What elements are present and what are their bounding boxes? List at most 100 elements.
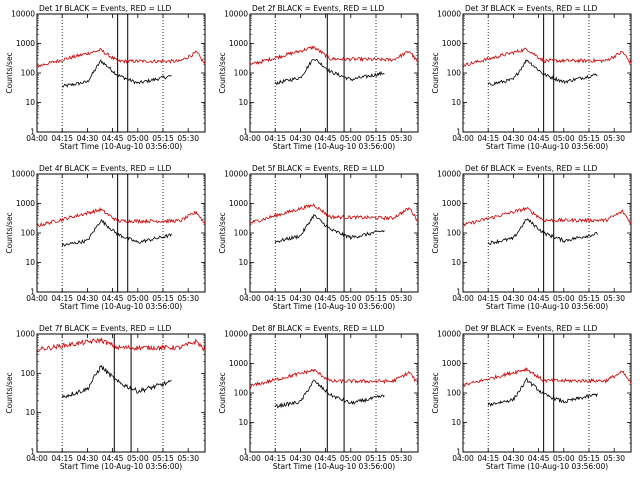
series-black-events	[61, 59, 172, 88]
y-axis-label: Counts/sec	[431, 372, 440, 413]
y-tick-label: 100	[447, 69, 462, 78]
y-tick-label: 100	[21, 69, 36, 78]
y-tick-label: 100	[447, 229, 462, 238]
x-tick-label: 05:00	[553, 134, 575, 143]
x-tick-label: 04:00	[239, 454, 261, 463]
y-tick-label: 1	[456, 448, 461, 457]
y-axis-label: Counts/sec	[431, 52, 440, 93]
series-red-lld	[249, 368, 419, 389]
x-tick-label: 04:00	[452, 134, 474, 143]
x-tick-label: 04:15	[264, 294, 286, 303]
y-tick-label: 10	[451, 98, 461, 107]
x-tick-label: 04:00	[26, 294, 48, 303]
x-tick-label: 04:15	[51, 294, 73, 303]
x-axis-label: Start Time (10-Aug-10 03:56:00)	[60, 142, 182, 151]
panel-title: Det 8f BLACK = Events, RED = LLD	[252, 324, 385, 333]
y-tick-label: 100	[234, 229, 249, 238]
panel-1: Det 1f BLACK = Events, RED = LLD 1 10 100 10…	[5, 4, 206, 151]
panel-title: Det 5f BLACK = Events, RED = LLD	[252, 164, 385, 173]
y-tick-label: 1	[456, 288, 461, 297]
y-axis-label: Counts/sec	[5, 212, 14, 253]
y-tick-label: 1000	[442, 359, 461, 368]
x-tick-label: 04:15	[51, 134, 73, 143]
x-tick-label: 05:15	[365, 134, 387, 143]
series-black-events	[274, 213, 385, 244]
x-tick-label: 04:00	[239, 134, 261, 143]
y-tick-label: 10	[451, 258, 461, 267]
x-tick-label: 04:45	[315, 294, 337, 303]
x-tick-label: 05:30	[390, 294, 412, 303]
x-tick-label: 04:00	[26, 134, 48, 143]
series-black-events	[274, 379, 385, 409]
x-tick-label: 04:30	[290, 454, 312, 463]
y-tick-label: 1000	[229, 199, 248, 208]
y-tick-label: 1000	[16, 199, 35, 208]
y-tick-label: 10000	[11, 170, 35, 179]
y-tick-label: 1	[30, 128, 35, 137]
x-tick-label: 04:30	[503, 294, 525, 303]
x-tick-label: 04:45	[528, 134, 550, 143]
y-axis-label: Counts/sec	[218, 212, 227, 253]
y-tick-label: 10000	[437, 330, 461, 339]
y-tick-label: 10000	[437, 10, 461, 19]
y-axis-label: Counts/sec	[5, 372, 14, 413]
x-tick-label: 05:15	[578, 294, 600, 303]
x-tick-label: 05:00	[340, 294, 362, 303]
x-tick-label: 05:00	[553, 294, 575, 303]
y-tick-label: 10	[451, 418, 461, 427]
x-tick-label: 04:30	[77, 454, 99, 463]
x-tick-label: 05:15	[152, 294, 174, 303]
y-tick-label: 10	[238, 258, 248, 267]
x-tick-label: 04:30	[503, 134, 525, 143]
x-tick-label: 04:00	[239, 294, 261, 303]
y-tick-label: 10000	[11, 10, 35, 19]
x-tick-label: 05:15	[365, 294, 387, 303]
x-axis-label: Start Time (10-Aug-10 03:56:00)	[486, 462, 608, 471]
x-tick-label: 05:30	[177, 454, 199, 463]
series-red-lld	[462, 206, 632, 227]
series-red-lld	[462, 47, 632, 68]
y-tick-label: 1	[30, 448, 35, 457]
panel-5: Det 5f BLACK = Events, RED = LLD 1 10 100 10…	[218, 164, 419, 311]
panel-title: Det 6f BLACK = Events, RED = LLD	[465, 164, 598, 173]
x-tick-label: 05:00	[127, 294, 149, 303]
x-tick-label: 05:30	[603, 134, 625, 143]
x-tick-label: 04:15	[477, 134, 499, 143]
series-black-events	[61, 364, 172, 399]
x-tick-label: 04:30	[290, 294, 312, 303]
series-red-lld	[36, 48, 206, 69]
x-tick-label: 04:15	[477, 454, 499, 463]
x-tick-label: 04:15	[264, 134, 286, 143]
y-tick-label: 100	[234, 389, 249, 398]
panel-3: Det 3f BLACK = Events, RED = LLD 1 10 100 10…	[431, 4, 632, 151]
series-black-events	[274, 59, 385, 86]
x-tick-label: 05:00	[340, 134, 362, 143]
y-tick-label: 10000	[224, 330, 248, 339]
x-tick-label: 04:15	[477, 294, 499, 303]
x-tick-label: 04:45	[528, 294, 550, 303]
y-tick-label: 1000	[16, 330, 35, 339]
x-tick-label: 04:00	[26, 454, 48, 463]
y-tick-label: 100	[21, 229, 36, 238]
x-axis-label: Start Time (10-Aug-10 03:56:00)	[273, 142, 395, 151]
panel-9: Det 9f BLACK = Events, RED = LLD 1 10 100 10…	[431, 324, 632, 471]
panel-title: Det 2f BLACK = Events, RED = LLD	[252, 4, 385, 13]
x-axis-label: Start Time (10-Aug-10 03:56:00)	[486, 302, 608, 311]
x-tick-label: 05:00	[553, 454, 575, 463]
x-tick-label: 05:00	[127, 454, 149, 463]
x-axis-label: Start Time (10-Aug-10 03:56:00)	[60, 462, 182, 471]
panel-4: Det 4f BLACK = Events, RED = LLD 1 10 100 10…	[5, 164, 206, 311]
x-tick-label: 04:30	[77, 134, 99, 143]
y-tick-label: 100	[21, 369, 36, 378]
y-axis-label: Counts/sec	[5, 52, 14, 93]
x-tick-label: 05:15	[365, 454, 387, 463]
y-axis-label: Counts/sec	[431, 212, 440, 253]
y-tick-label: 1000	[229, 359, 248, 368]
x-tick-label: 05:15	[578, 454, 600, 463]
x-tick-label: 05:15	[152, 454, 174, 463]
x-tick-label: 04:00	[452, 454, 474, 463]
y-tick-label: 1000	[442, 199, 461, 208]
series-black-events	[487, 58, 598, 86]
x-tick-label: 04:45	[102, 134, 124, 143]
